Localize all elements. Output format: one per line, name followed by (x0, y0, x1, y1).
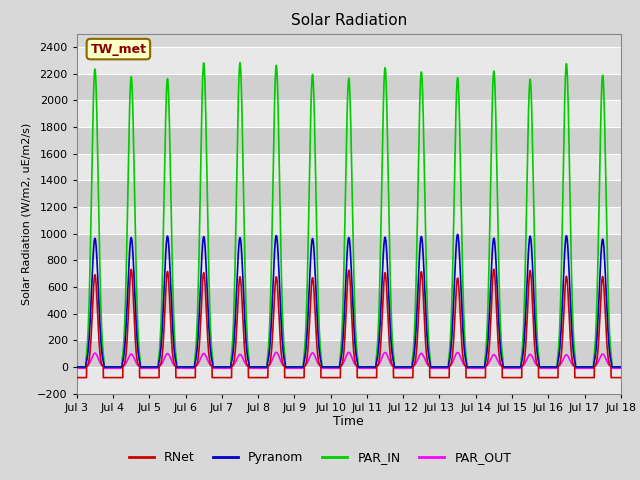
Bar (77, 313, 621, 340)
Y-axis label: Solar Radiation (W/m2, uE/m2/s): Solar Radiation (W/m2, uE/m2/s) (22, 122, 32, 305)
Title: Solar Radiation: Solar Radiation (291, 13, 407, 28)
Legend: RNet, Pyranom, PAR_IN, PAR_OUT: RNet, Pyranom, PAR_IN, PAR_OUT (124, 446, 516, 469)
Bar (77, 287, 621, 313)
Bar (77, 340, 621, 367)
Bar (77, 154, 621, 180)
Bar (77, 234, 621, 260)
Bar (77, 260, 621, 287)
Bar (77, 180, 621, 207)
Bar (77, 47, 621, 73)
Bar (77, 73, 621, 100)
Bar (77, 207, 621, 234)
X-axis label: Time: Time (333, 415, 364, 429)
Bar (77, 127, 621, 154)
Text: TW_met: TW_met (90, 43, 147, 56)
Bar (77, 367, 621, 394)
Bar (77, 100, 621, 127)
